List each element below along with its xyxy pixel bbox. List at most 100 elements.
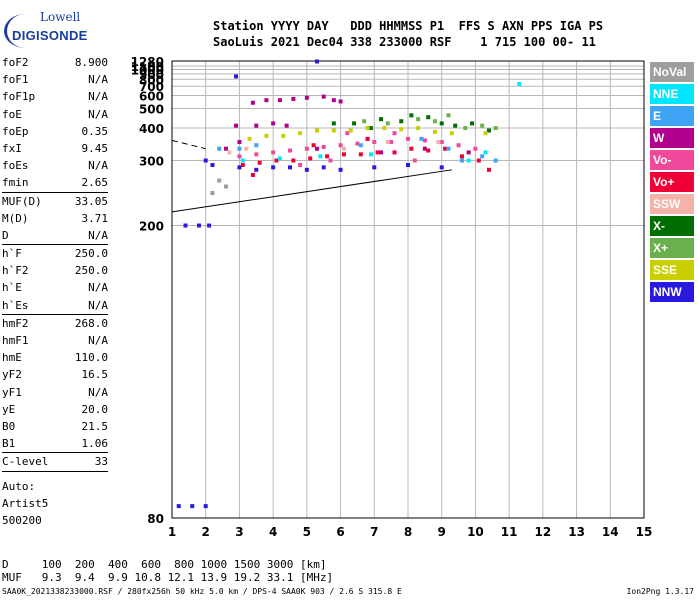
param-row: foEs N/A (2, 157, 108, 174)
echo-point-w (237, 139, 242, 144)
echo-point-x (439, 121, 444, 126)
echo-point-sse (432, 129, 437, 134)
echo-point-x (379, 117, 384, 122)
echo-point-w (338, 99, 343, 104)
echo-point-vo (456, 143, 461, 148)
param-value: 21.5 (81, 419, 109, 433)
echo-point-nnw (196, 223, 201, 228)
echo-point-w (314, 146, 319, 151)
echo-point-nne (466, 158, 471, 163)
echo-point-nne (517, 81, 522, 86)
echo-point-vo (321, 144, 326, 149)
param-label: yE (2, 402, 16, 416)
echo-point-nnw (207, 223, 212, 228)
x-tick-label: 1 (168, 525, 176, 539)
echo-point-x (362, 119, 367, 124)
param-value: 250.0 (74, 247, 108, 261)
echo-point-ssw (341, 146, 346, 151)
distance-row: D 100 200 400 600 800 1000 1500 3000 [km… (2, 558, 327, 571)
echo-point-w (223, 146, 228, 151)
y-tick-label: 800 (139, 73, 164, 87)
param-row: foEp 0.35 (2, 123, 108, 140)
param-row: B0 21.5 (2, 418, 108, 435)
param-row: foE N/A (2, 106, 108, 123)
param-value: N/A (88, 334, 108, 347)
param-label: foEp (2, 124, 29, 138)
echo-point-vo (288, 148, 292, 153)
param-label: foEs (2, 159, 29, 173)
echo-point-w (379, 150, 384, 155)
y-tick-label: 400 (139, 122, 164, 136)
echo-point-vo (254, 152, 259, 157)
param-value: 8.900 (74, 56, 108, 69)
param-value: 0.35 (81, 124, 109, 138)
echo-point-vo (406, 136, 410, 141)
echo-point-nnw (190, 504, 195, 509)
x-tick-label: 8 (404, 525, 412, 539)
echo-point-ssw (436, 139, 441, 144)
legend-item-vo: Vo- (650, 150, 694, 170)
param-label: hmF2 (2, 316, 29, 330)
param-label: B1 (2, 437, 16, 451)
echo-point-w (466, 150, 471, 155)
legend-item-x: X+ (650, 238, 694, 258)
param-label: fxI (2, 141, 22, 155)
echo-point-ssw (227, 150, 232, 155)
param-value: 268.0 (74, 316, 108, 330)
echo-point-x (331, 121, 336, 126)
echo-point-vo (392, 131, 397, 136)
param-value: 2.65 (81, 176, 109, 190)
echo-point-w (321, 94, 326, 99)
logo-arc-icon (4, 14, 47, 48)
param-value: 110.0 (74, 351, 108, 365)
param-label: M(D) (2, 211, 29, 225)
param-row: foF1 N/A (2, 71, 108, 88)
echo-point-sse (365, 126, 370, 131)
param-value: N/A (88, 159, 108, 173)
echo-point-nnw (314, 59, 319, 64)
echo-point-w (271, 121, 276, 126)
echo-point-nnw (203, 158, 208, 163)
echo-point-nnw (304, 167, 309, 172)
echo-point-e (493, 158, 498, 163)
echo-point-nnw (237, 165, 242, 170)
echo-point-e (419, 136, 424, 141)
echo-point-vo (375, 150, 380, 155)
param-value: 33.05 (74, 194, 108, 208)
param-label: h`E (2, 281, 22, 295)
dashed-trace-line (171, 139, 206, 150)
echo-point-sse (331, 128, 336, 133)
echo-point-vo (486, 167, 491, 172)
param-label: C-level (2, 455, 49, 469)
echo-point-w (234, 123, 239, 128)
param-label: foF1p (2, 90, 36, 104)
param-row: foF1p N/A (2, 88, 108, 105)
echo-point-nnw (234, 74, 239, 79)
param-row: foF2 8.900 (2, 54, 108, 71)
autoscaling-info: Auto: Artist5 500200 (2, 478, 48, 529)
legend-item-vo: Vo+ (650, 172, 694, 192)
param-row: yE 20.0 (2, 401, 108, 418)
legend-item-nne: NNE (650, 84, 694, 104)
footer-version: Ion2Png 1.3.17 (626, 587, 694, 596)
echo-point-nnw (288, 165, 292, 170)
echo-point-x (426, 115, 431, 120)
echo-point-vo (355, 141, 360, 146)
param-row: h`F 250.0 (2, 244, 108, 262)
param-value: N/A (88, 73, 108, 87)
echo-point-ssw (385, 139, 390, 144)
x-tick-label: 10 (467, 525, 484, 539)
param-row: hmF2 268.0 (2, 313, 108, 332)
param-value: 250.0 (74, 264, 108, 278)
echo-point-x (486, 128, 491, 133)
param-row: M(D) 3.71 (2, 210, 108, 227)
param-label: B0 (2, 419, 16, 433)
echo-point-x (416, 117, 421, 122)
echo-point-x (463, 126, 468, 131)
echo-point-x (352, 121, 357, 126)
echo-point-x (446, 113, 451, 118)
echo-point-nnw (372, 165, 377, 170)
echo-point-vo (328, 158, 333, 163)
param-value: 33 (94, 455, 108, 469)
x-tick-label: 13 (568, 525, 585, 539)
